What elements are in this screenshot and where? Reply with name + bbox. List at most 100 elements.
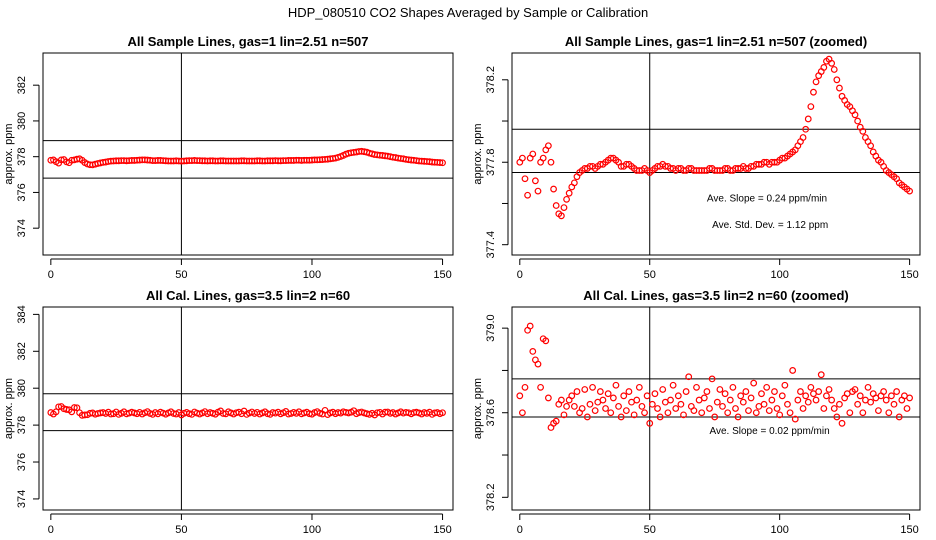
- data-point: [890, 400, 898, 408]
- data-point: [518, 154, 526, 162]
- data-point: [565, 189, 573, 197]
- data-point: [656, 413, 664, 421]
- data-point: [570, 402, 578, 410]
- data-point: [589, 383, 596, 391]
- data-point: [544, 142, 552, 150]
- data-point: [570, 179, 578, 187]
- data-point: [544, 394, 552, 402]
- data-point: [812, 78, 820, 86]
- data-point: [729, 383, 737, 391]
- y-axis-label: approx. ppm: [3, 378, 15, 439]
- data-point: [804, 115, 812, 123]
- data-point: [703, 388, 711, 395]
- y-tick-label: 374: [16, 219, 28, 237]
- data-point: [867, 142, 875, 150]
- data-point: [875, 407, 882, 415]
- data-point: [672, 405, 680, 412]
- data-point: [693, 383, 700, 391]
- panel-sample-lines: All Sample Lines, gas=1 lin=2.51 n=507 0 5…: [3, 34, 454, 281]
- data-point: [833, 413, 841, 421]
- annotation-text: Ave. Slope = 0.24 ppm/min: [707, 193, 827, 204]
- data-point: [893, 388, 901, 395]
- data-point: [630, 411, 638, 419]
- data-point: [804, 398, 812, 406]
- data-point: [615, 402, 622, 410]
- data-point: [680, 411, 687, 419]
- data-point: [602, 405, 609, 412]
- data-point: [531, 177, 539, 185]
- data-point: [677, 400, 685, 408]
- y-tick-label: 376: [16, 453, 28, 471]
- x-tick-label: 100: [770, 524, 788, 536]
- data-point: [521, 383, 529, 391]
- y-tick-label: 377.8: [485, 148, 497, 176]
- data-point: [70, 404, 78, 411]
- data-point: [682, 388, 690, 395]
- data-point: [685, 373, 693, 381]
- panel-title: All Sample Lines, gas=1 lin=2.51 n=507: [128, 34, 369, 49]
- x-tick-label: 100: [303, 269, 321, 281]
- data-point: [526, 322, 534, 330]
- data-point: [659, 386, 667, 393]
- data-point: [563, 402, 570, 410]
- data-point: [648, 400, 656, 408]
- y-tick-label: 378: [16, 148, 28, 166]
- data-point: [708, 375, 716, 383]
- y-axis-label: approx. ppm: [3, 123, 15, 184]
- data-point: [854, 400, 862, 408]
- data-point: [765, 407, 773, 415]
- data-point: [815, 388, 823, 395]
- plot-frame: [42, 306, 454, 511]
- data-point: [789, 367, 797, 374]
- data-point: [529, 150, 537, 158]
- data-point: [791, 415, 799, 423]
- data-point: [802, 125, 810, 133]
- data-point: [828, 396, 836, 404]
- data-point: [737, 392, 745, 400]
- data-point: [794, 396, 802, 404]
- panel-cal-lines-zoomed: All Cal. Lines, gas=3.5 lin=2 n=60 (zoom…: [472, 288, 921, 536]
- data-point: [674, 392, 682, 400]
- data-point: [583, 413, 591, 421]
- data-point: [700, 394, 708, 402]
- data-point: [734, 413, 742, 421]
- data-point: [778, 392, 786, 400]
- data-point: [635, 383, 643, 391]
- data-point: [846, 409, 854, 417]
- y-tick-label: 378.6: [485, 399, 497, 427]
- data-series: [47, 147, 446, 169]
- data-point: [524, 191, 531, 199]
- data-point: [719, 402, 726, 410]
- x-tick-label: 0: [517, 524, 523, 536]
- data-point: [557, 396, 565, 404]
- x-tick-label: 50: [175, 524, 187, 536]
- x-tick-label: 150: [433, 524, 451, 536]
- data-point: [856, 392, 864, 400]
- y-tick-label: 380: [16, 379, 28, 397]
- y-tick-label: 378.2: [485, 484, 497, 512]
- data-point: [664, 409, 672, 417]
- data-point: [560, 204, 568, 211]
- data-point: [439, 409, 446, 417]
- data-point: [882, 396, 890, 404]
- data-point: [771, 388, 778, 395]
- data-point: [724, 409, 732, 417]
- data-point: [604, 390, 612, 398]
- data-point: [867, 398, 875, 406]
- x-tick-label: 150: [433, 269, 451, 281]
- data-point: [833, 76, 841, 84]
- data-point: [859, 127, 867, 135]
- data-point: [807, 383, 815, 391]
- x-tick-label: 50: [644, 524, 656, 536]
- data-point: [516, 392, 524, 400]
- y-tick-label: 380: [16, 112, 28, 130]
- data-point: [563, 195, 570, 203]
- plot-frame: [511, 306, 921, 511]
- y-tick-label: 378.2: [485, 66, 497, 94]
- data-point: [607, 409, 615, 417]
- y-tick-label: 378: [16, 416, 28, 434]
- data-point: [854, 117, 862, 125]
- panel-title: All Cal. Lines, gas=3.5 lin=2 n=60: [146, 288, 350, 303]
- data-point: [838, 419, 846, 427]
